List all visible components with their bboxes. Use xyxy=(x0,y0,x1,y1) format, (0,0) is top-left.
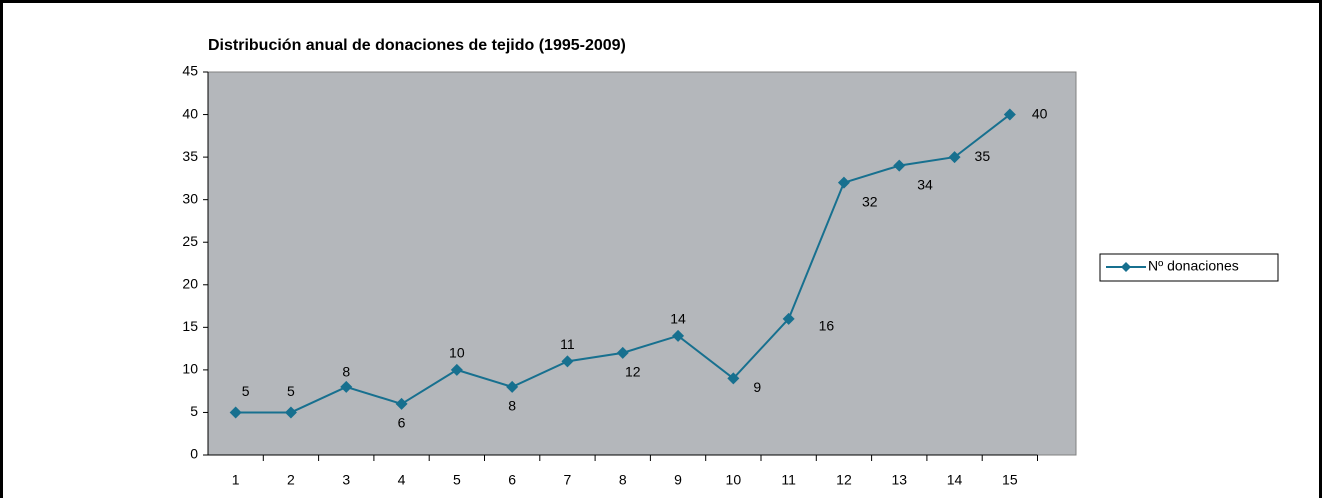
chart-title: Distribución anual de donaciones de teji… xyxy=(208,37,626,54)
y-tick-label: 20 xyxy=(182,275,198,291)
marker xyxy=(782,312,795,325)
data-label: 6 xyxy=(398,415,406,431)
marker xyxy=(395,397,408,410)
data-label: 9 xyxy=(753,379,761,395)
marker xyxy=(616,346,629,359)
y-tick-label: 45 xyxy=(182,63,198,79)
x-tick-label: 4 xyxy=(398,472,406,488)
x-tick-label: 11 xyxy=(781,472,796,488)
x-tick-label: 6 xyxy=(508,472,516,488)
marker xyxy=(1003,108,1016,121)
x-tick-label: 8 xyxy=(619,472,627,488)
data-label: 16 xyxy=(819,318,835,334)
data-label: 40 xyxy=(1032,105,1048,121)
x-tick-label: 15 xyxy=(1002,472,1018,488)
x-tick-label: 1 xyxy=(232,472,240,488)
y-tick-label: 5 xyxy=(190,403,198,419)
data-label: 32 xyxy=(862,193,878,209)
data-label: 12 xyxy=(625,364,641,380)
marker xyxy=(506,380,519,393)
data-label: 14 xyxy=(670,311,686,327)
y-tick-label: 0 xyxy=(190,446,198,462)
data-label: 35 xyxy=(975,148,991,164)
marker xyxy=(893,159,906,172)
data-label: 10 xyxy=(449,345,465,361)
marker xyxy=(672,329,685,342)
marker xyxy=(727,372,740,385)
marker xyxy=(284,406,297,419)
legend-label: Nº donaciones xyxy=(1148,258,1239,274)
legend xyxy=(1099,253,1279,282)
y-tick-label: 15 xyxy=(182,318,198,334)
data-label: 11 xyxy=(560,336,575,352)
x-tick-label: 5 xyxy=(453,472,461,488)
data-label: 34 xyxy=(917,176,933,192)
marker xyxy=(837,176,850,189)
y-tick-label: 30 xyxy=(182,190,198,206)
marker xyxy=(340,380,353,393)
x-tick-label: 7 xyxy=(564,472,572,488)
y-tick-label: 40 xyxy=(182,105,198,121)
y-tick-label: 25 xyxy=(182,233,198,249)
marker xyxy=(229,406,242,419)
data-label: 5 xyxy=(287,383,295,399)
data-label: 5 xyxy=(242,383,250,399)
x-tick-label: 14 xyxy=(947,472,963,488)
y-tick-label: 10 xyxy=(182,361,198,377)
x-tick-label: 13 xyxy=(891,472,907,488)
x-tick-label: 2 xyxy=(287,472,295,488)
data-label: 8 xyxy=(508,398,516,414)
marker xyxy=(948,151,961,164)
marker xyxy=(450,363,463,376)
x-tick-label: 3 xyxy=(342,472,350,488)
marker xyxy=(561,355,574,368)
x-tick-label: 10 xyxy=(726,472,742,488)
x-tick-label: 9 xyxy=(674,472,682,488)
legend-marker xyxy=(1121,262,1131,272)
data-label: 8 xyxy=(342,364,350,380)
y-tick-label: 35 xyxy=(182,148,198,164)
x-tick-label: 12 xyxy=(836,472,852,488)
plot-area xyxy=(207,71,1077,456)
